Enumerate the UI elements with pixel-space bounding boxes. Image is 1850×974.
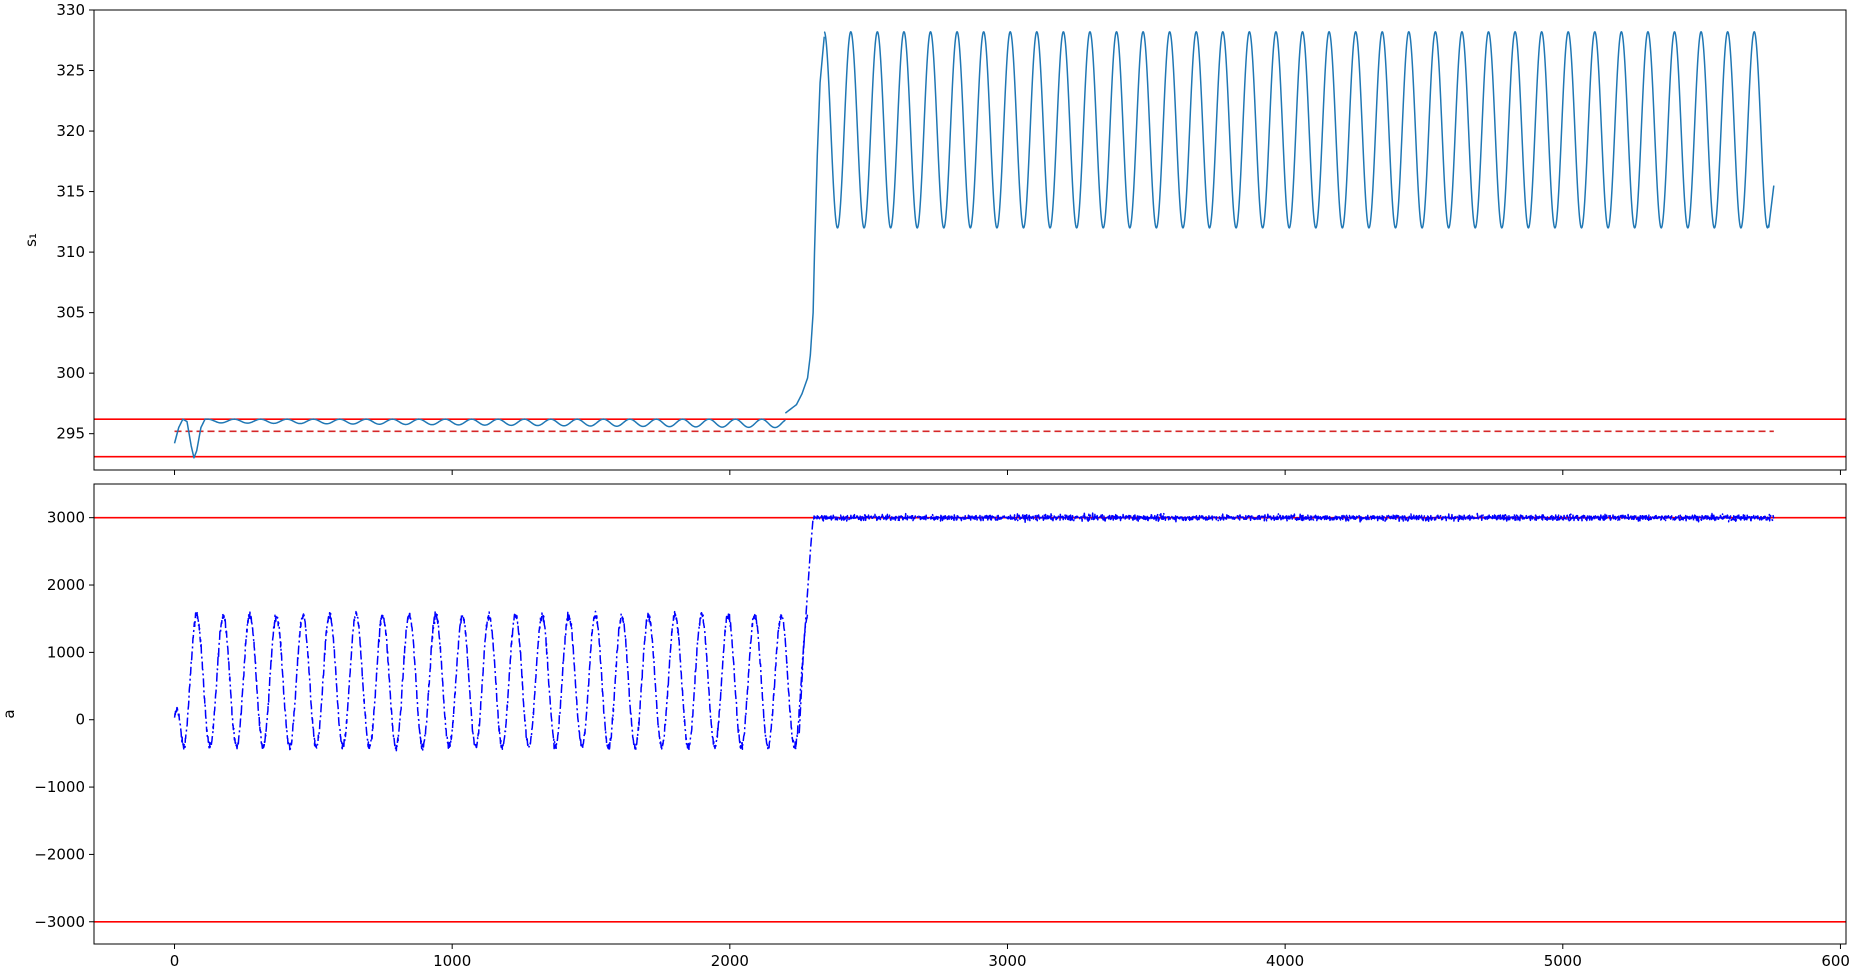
bottom-series-line-0-segment-2 [812, 512, 1775, 524]
bottom-y-tick-label: −1000 [34, 778, 85, 796]
bottom-y-tick-label: 2000 [47, 576, 85, 594]
top-y-tick-label: 310 [56, 243, 85, 261]
bottom-y-axis-label: a [0, 709, 18, 718]
bottom-y-tick-label: 0 [75, 711, 85, 729]
top-y-axis-label: s₁ [22, 233, 40, 247]
bottom-x-tick-label: 6000 [1821, 952, 1850, 970]
bottom-x-tick-label: 4000 [1266, 952, 1304, 970]
bottom-plot-area [94, 512, 1846, 923]
bottom-y-tick-label: 1000 [47, 643, 85, 661]
bottom-y-tick-label: 3000 [47, 509, 85, 527]
top-y-tick-label: 315 [56, 183, 85, 201]
bottom-x-tick-label: 1000 [433, 952, 471, 970]
top-plot-area [94, 31, 1846, 459]
bottom-axes-frame [93, 483, 1847, 945]
top-series-line-0-segment-2 [784, 36, 825, 414]
top-axes-frame [93, 9, 1847, 471]
top-y-tick-label: 295 [56, 425, 85, 443]
bottom-x-tick-label: 3000 [988, 952, 1026, 970]
top-y-tick-label: 305 [56, 304, 85, 322]
bottom-axis-ticks: 0 1000 2000 3000 4000 5000 6000 −3000 −2000 −1000… [34, 509, 1850, 970]
bottom-y-tick-label: −3000 [34, 913, 85, 931]
top-series-line-0-segment-1 [207, 418, 786, 429]
bottom-series-line-0-segment-0 [173, 610, 809, 752]
top-chart-panel: 295 300 305 310 315 320 325 330 s₁ [22, 1, 1847, 475]
bottom-x-tick-label: 5000 [1544, 952, 1582, 970]
top-y-tick-label: 325 [56, 62, 85, 80]
bottom-x-tick-label: 0 [170, 952, 180, 970]
top-y-tick-label: 330 [56, 1, 85, 19]
top-y-tick-label: 300 [56, 364, 85, 382]
bottom-x-tick-label: 2000 [711, 952, 749, 970]
bottom-y-tick-label: −2000 [34, 845, 85, 863]
bottom-chart-panel: 0 1000 2000 3000 4000 5000 6000 −3000 −2000 −1000… [0, 483, 1850, 970]
top-axis-ticks: 295 300 305 310 315 320 325 330 [56, 1, 1841, 475]
top-y-tick-label: 320 [56, 122, 85, 140]
top-series-line-0-segment-3 [823, 31, 1775, 229]
top-series-line-0-segment-0 [173, 418, 209, 459]
bottom-series-line-0-segment-1 [798, 517, 814, 734]
